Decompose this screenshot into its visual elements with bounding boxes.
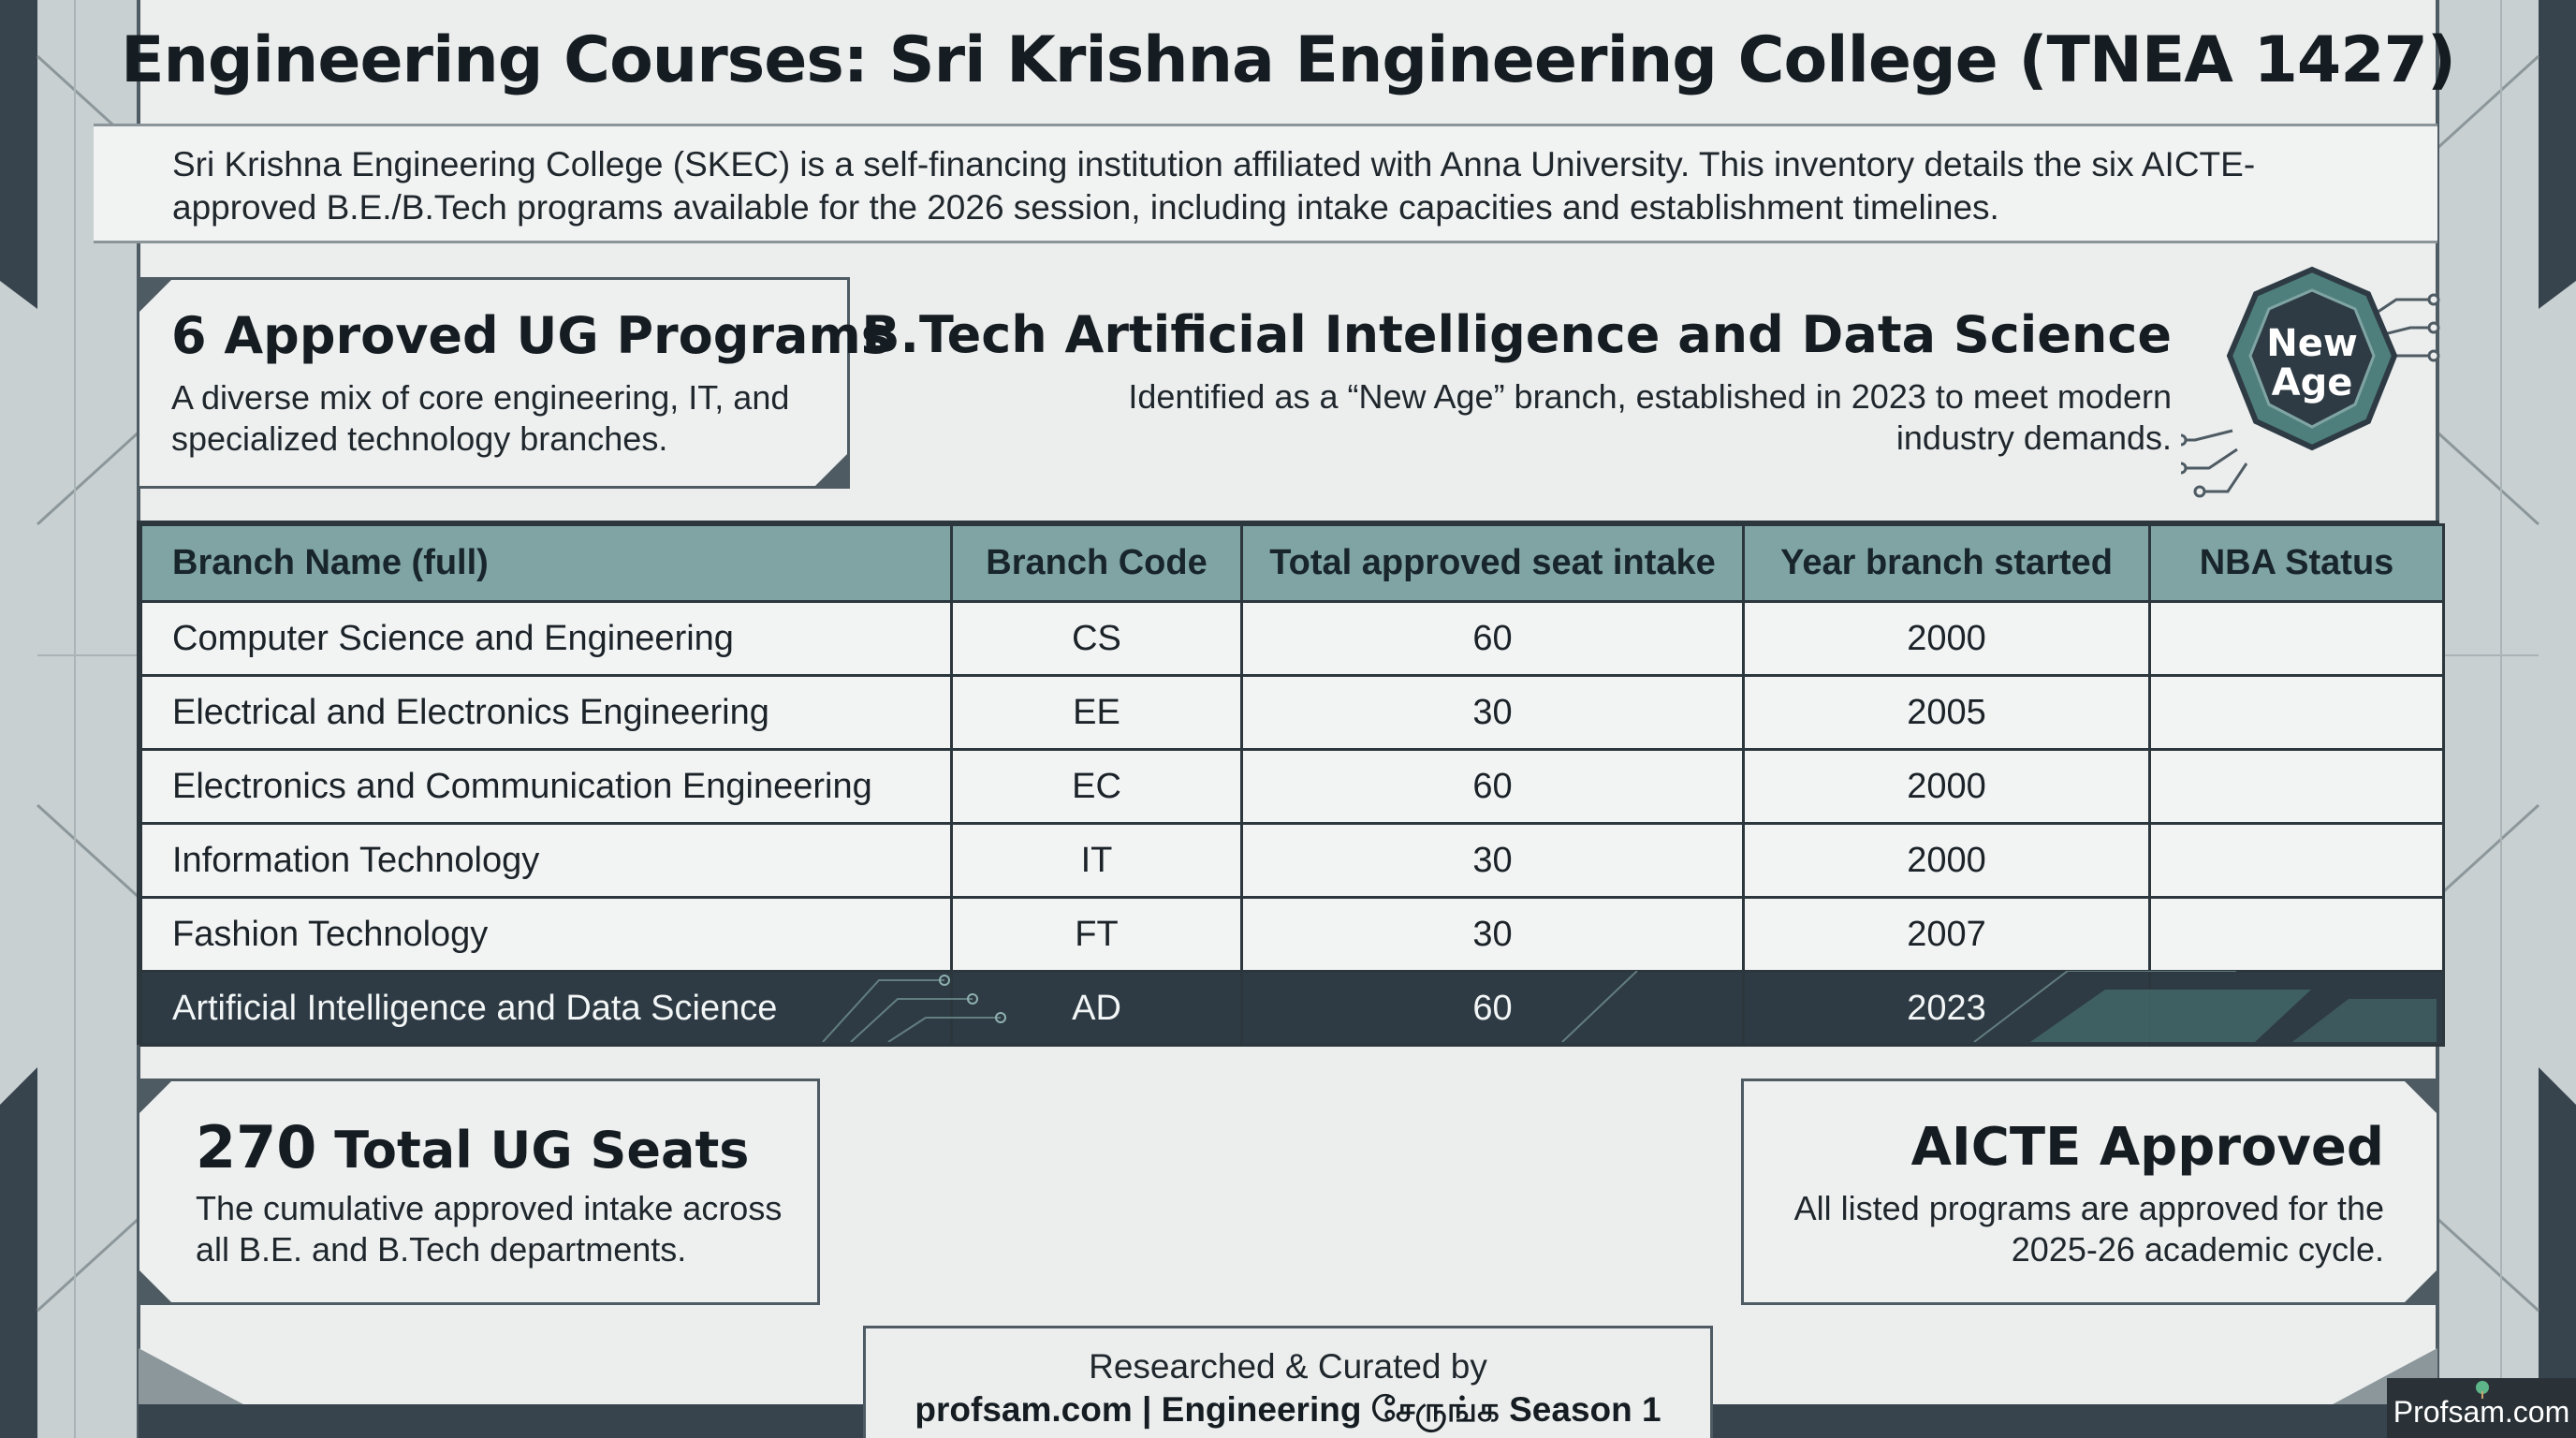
cell-nba-status xyxy=(2148,822,2445,899)
cell-year-started: 2005 xyxy=(1742,674,2151,751)
ai-highlight-title: B.Tech Artificial Intelligence and Data … xyxy=(861,305,2172,364)
courses-table: Branch Name (full) Branch Code Total app… xyxy=(137,521,2445,1047)
cell-branch-name: Fashion Technology xyxy=(139,896,953,973)
cell-nba-status xyxy=(2148,674,2445,751)
watermark: Profsam.com xyxy=(2387,1378,2576,1438)
table-row: Electronics and Communication Engineerin… xyxy=(139,748,2445,825)
footer-line1: Researched & Curated by xyxy=(1089,1347,1487,1386)
aicte-card-text: All listed programs are approved for the… xyxy=(1793,1189,2384,1269)
cell-branch-name: Artificial Intelligence and Data Science xyxy=(139,970,953,1047)
cell-branch-code: EE xyxy=(950,674,1243,751)
cell-branch-name: Computer Science and Engineering xyxy=(139,600,953,677)
table-row: Fashion Technology FT 30 2007 xyxy=(139,896,2445,973)
cell-branch-code: IT xyxy=(950,822,1243,899)
header-branch-code: Branch Code xyxy=(950,523,1243,603)
new-age-badge-icon: New Age xyxy=(2181,266,2440,498)
cell-nba-status xyxy=(2148,748,2445,825)
card-corner-icon xyxy=(2402,1078,2439,1116)
card-corner-icon xyxy=(137,1078,174,1116)
badge-line2: Age xyxy=(2272,361,2353,404)
cell-year-started: 2007 xyxy=(1742,896,2151,973)
cell-seat-intake: 60 xyxy=(1240,970,1745,1047)
seats-card-label: Total UG Seats xyxy=(316,1121,750,1180)
table-row: Information Technology IT 30 2000 xyxy=(139,822,2445,899)
card-corner-icon xyxy=(2402,1268,2439,1305)
cell-branch-code: AD xyxy=(950,970,1243,1047)
footer-line2: profsam.com | Engineering சேருங்க Season… xyxy=(915,1390,1661,1429)
cell-seat-intake: 30 xyxy=(1240,822,1745,899)
aicte-card-title: AICTE Approved xyxy=(1910,1117,2384,1178)
aicte-card: AICTE Approved All listed programs are a… xyxy=(1741,1078,2439,1305)
cell-year-started: 2000 xyxy=(1742,748,2151,825)
card-corner-icon xyxy=(137,1268,174,1305)
header-branch-name: Branch Name (full) xyxy=(139,523,953,603)
programs-card-title: 6 Approved UG Programs xyxy=(171,306,891,365)
header-nba-status: NBA Status xyxy=(2148,523,2445,603)
intro-section: Sri Krishna Engineering College (SKEC) i… xyxy=(94,124,2437,243)
card-corner-icon xyxy=(137,277,174,315)
cell-year-started: 2000 xyxy=(1742,600,2151,677)
header-year-started: Year branch started xyxy=(1742,523,2151,603)
cell-branch-code: FT xyxy=(950,896,1243,973)
badge-line1: New xyxy=(2266,322,2358,365)
cell-nba-status xyxy=(2148,896,2445,973)
header-seat-intake: Total approved seat intake xyxy=(1240,523,1745,603)
page-title: Engineering Courses: Sri Krishna Enginee… xyxy=(121,22,2456,97)
table-row-highlighted: Artificial Intelligence and Data Science… xyxy=(139,970,2445,1047)
cell-branch-name: Information Technology xyxy=(139,822,953,899)
cell-branch-code: EC xyxy=(950,748,1243,825)
intro-text: Sri Krishna Engineering College (SKEC) i… xyxy=(172,145,2256,227)
table-row: Electrical and Electronics Engineering E… xyxy=(139,674,2445,751)
cell-branch-name: Electronics and Communication Engineerin… xyxy=(139,748,953,825)
cell-seat-intake: 30 xyxy=(1240,674,1745,751)
cell-nba-status xyxy=(2148,600,2445,677)
cell-year-started: 2023 xyxy=(1742,970,2151,1047)
table-row: Computer Science and Engineering CS 60 2… xyxy=(139,600,2445,677)
seats-card: 270 Total UG Seats The cumulative approv… xyxy=(137,1078,820,1305)
seats-card-number: 270 xyxy=(196,1113,317,1181)
programs-card: 6 Approved UG Programs A diverse mix of … xyxy=(137,277,891,489)
title-band: Engineering Courses: Sri Krishna Enginee… xyxy=(121,0,2456,120)
seats-card-text: The cumulative approved intake across al… xyxy=(196,1189,783,1269)
cell-seat-intake: 60 xyxy=(1240,748,1745,825)
cell-year-started: 2000 xyxy=(1742,822,2151,899)
programs-card-text: A diverse mix of core engineering, IT, a… xyxy=(171,378,790,458)
cell-branch-name: Electrical and Electronics Engineering xyxy=(139,674,953,751)
cell-seat-intake: 60 xyxy=(1240,600,1745,677)
tree-logo-icon xyxy=(2476,1381,2489,1399)
ai-highlight-text: Identified as a “New Age” branch, establ… xyxy=(1128,377,2172,457)
cell-seat-intake: 30 xyxy=(1240,896,1745,973)
cell-nba-status xyxy=(2148,970,2445,1047)
table-header-row: Branch Name (full) Branch Code Total app… xyxy=(139,523,2445,603)
seats-card-title: 270 Total UG Seats xyxy=(196,1113,749,1181)
footer-credit: Researched & Curated by profsam.com | En… xyxy=(863,1326,1713,1438)
cell-branch-code: CS xyxy=(950,600,1243,677)
watermark-text: Profsam.com xyxy=(2393,1395,2570,1429)
card-corner-icon xyxy=(812,451,850,489)
